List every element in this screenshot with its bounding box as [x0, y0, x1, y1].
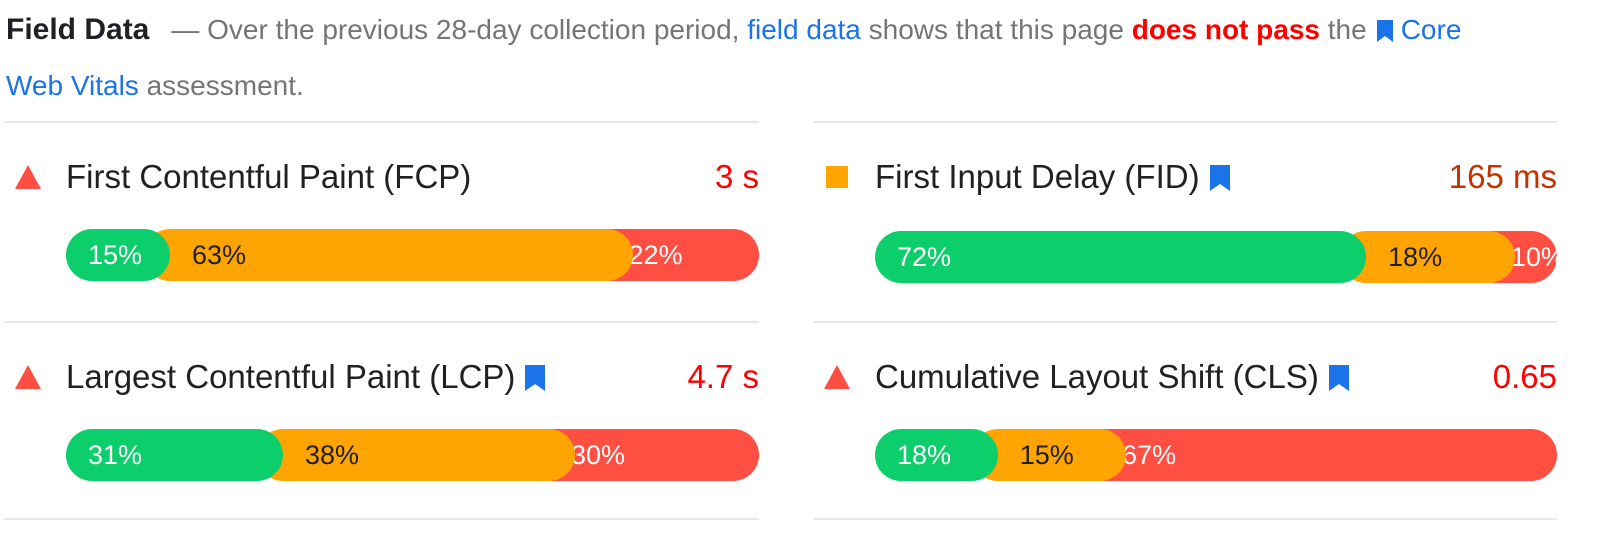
field-data-link[interactable]: field data: [747, 14, 861, 45]
metric-title-text: First Contentful Paint (FCP): [66, 158, 472, 195]
metric-cls: Cumulative Layout Shift (CLS) 0.65 67% 1…: [813, 321, 1557, 521]
poor-triangle-icon: [824, 365, 850, 389]
metric-title-text: First Input Delay (FID): [875, 158, 1200, 195]
metric-divider: [4, 321, 759, 323]
metric-fid: First Input Delay (FID) 165 ms 10% 18% 7…: [813, 121, 1565, 321]
summary-text-3: the: [1327, 14, 1367, 45]
metric-title: First Contentful Paint (FCP): [66, 157, 471, 197]
good-segment: 18%: [875, 429, 998, 481]
distribution-bar: 22% 63% 15%: [66, 229, 759, 281]
metric-fcp: First Contentful Paint (FCP) 3 s 22% 63%…: [4, 121, 759, 321]
metric-value: 165 ms: [1448, 158, 1557, 195]
core-web-vitals-link[interactable]: Core Web Vitals: [6, 14, 1462, 101]
average-segment: 63%: [143, 229, 633, 281]
core-web-vital-bookmark-icon: [1328, 365, 1349, 391]
metric-title: First Input Delay (FID): [875, 157, 1232, 197]
core-web-vital-bookmark-icon: [525, 365, 546, 391]
poor-triangle-icon: [15, 365, 41, 389]
metric-value: 0.65: [1492, 358, 1557, 395]
metric-lcp: Largest Contentful Paint (LCP) 4.7 s 30%…: [4, 321, 759, 521]
good-segment: 15%: [66, 229, 170, 281]
core-web-vital-bookmark-icon: [1209, 165, 1230, 191]
metric-divider: [813, 121, 1557, 123]
distribution-bar: 30% 38% 31%: [66, 429, 759, 481]
distribution-bar: 10% 18% 72%: [875, 231, 1565, 283]
metric-title: Largest Contentful Paint (LCP): [66, 357, 547, 397]
field-data-summary: Field Data — Over the previous 28-day col…: [6, 2, 1506, 114]
poor-segment: 67%: [1074, 429, 1557, 481]
average-segment: 18%: [1340, 231, 1515, 283]
metric-title-text: Largest Contentful Paint (LCP): [66, 358, 516, 395]
metric-value: 4.7 s: [687, 358, 759, 395]
distribution-bar: 67% 15% 18%: [875, 429, 1557, 481]
metric-divider: [4, 121, 759, 123]
core-web-vitals-bookmark-icon: [1376, 20, 1393, 42]
good-segment: 72%: [875, 231, 1367, 283]
metric-title: Cumulative Layout Shift (CLS): [875, 357, 1351, 397]
metric-value: 3 s: [714, 158, 759, 195]
metric-divider: [813, 321, 1557, 323]
assessment-result: does not pass: [1131, 14, 1320, 45]
summary-text-2: shows that this page: [868, 14, 1124, 45]
summary-text-4: assessment.: [146, 70, 304, 101]
bottom-divider-right: [813, 518, 1557, 520]
metric-title-text: Cumulative Layout Shift (CLS): [875, 358, 1319, 395]
summary-text-1: Over the previous 28-day collection peri…: [207, 14, 740, 45]
average-segment: 38%: [257, 429, 575, 481]
section-title: Field Data: [6, 13, 150, 46]
average-square-icon: [826, 166, 848, 188]
bottom-divider-left: [4, 518, 759, 520]
poor-triangle-icon: [15, 165, 41, 189]
summary-dash: —: [171, 14, 200, 45]
good-segment: 31%: [66, 429, 283, 481]
